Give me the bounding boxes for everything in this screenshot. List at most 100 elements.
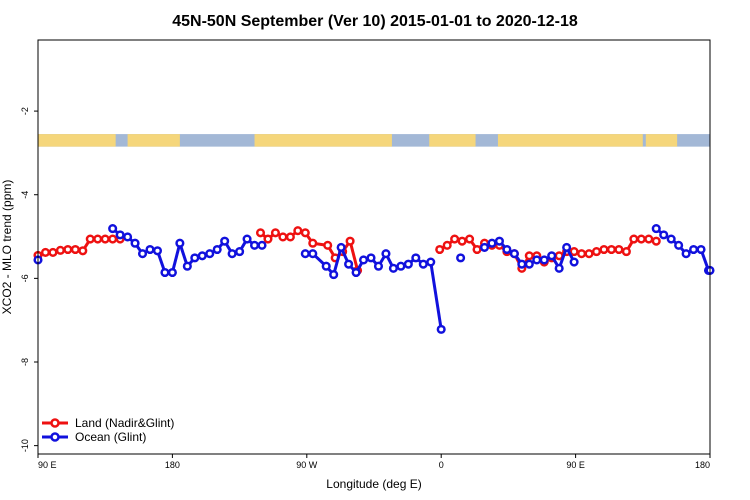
data-point: [205, 249, 215, 259]
data-point: [547, 251, 557, 261]
land-strip-segment: [497, 134, 643, 147]
data-point: [456, 253, 466, 263]
data-point: [263, 234, 273, 244]
land-strip-segment: [127, 134, 180, 147]
series-line-segment: [429, 261, 443, 330]
data-point: [591, 247, 602, 257]
data-point: [40, 247, 51, 257]
data-point: [190, 253, 200, 263]
data-point: [554, 263, 564, 273]
data-point: [539, 255, 549, 265]
data-point: [465, 234, 475, 244]
data-point: [300, 249, 310, 259]
data-point: [48, 247, 58, 257]
data-point: [442, 240, 452, 250]
data-point: [220, 236, 230, 246]
data-point: [93, 234, 103, 244]
data-point: [344, 259, 354, 269]
data-point: [644, 234, 654, 244]
data-point: [212, 244, 222, 255]
series-line-segment: [332, 247, 343, 275]
data-point: [614, 244, 624, 255]
data-point: [358, 255, 369, 265]
data-point: [569, 247, 579, 257]
data-point: [255, 228, 266, 238]
data-point: [308, 238, 318, 248]
data-point: [532, 255, 542, 265]
y-tick-label: -6: [20, 274, 30, 282]
data-point: [329, 270, 339, 280]
data-point: [70, 244, 80, 255]
data-point: [381, 249, 391, 259]
data-point: [278, 232, 288, 242]
plot-frame: [37, 39, 711, 455]
data-point: [235, 247, 245, 257]
data-point: [323, 240, 333, 250]
data-point: [115, 230, 125, 240]
data-point: [584, 249, 594, 259]
data-point: [636, 234, 646, 244]
data-point: [78, 246, 88, 256]
data-point: [674, 240, 684, 250]
data-point: [426, 257, 436, 267]
data-point: [411, 253, 421, 263]
data-point: [524, 259, 534, 269]
plot-area: [33, 134, 715, 334]
y-tick-label: -4: [20, 191, 30, 199]
data-point: [689, 244, 699, 255]
data-point: [418, 259, 428, 269]
data-point: [599, 244, 609, 255]
x-tick-label: 180: [695, 460, 710, 470]
x-tick-label: 90 E: [38, 460, 57, 470]
data-point: [270, 228, 280, 238]
data-point: [479, 242, 490, 252]
data-point: [336, 242, 346, 252]
data-point: [285, 232, 295, 242]
data-point: [562, 242, 572, 252]
data-point: [130, 238, 140, 248]
data-point: [197, 251, 207, 261]
y-tick-label: -8: [20, 358, 30, 366]
legend-label: Ocean (Glint): [75, 430, 146, 444]
data-point: [606, 244, 616, 255]
y-tick-label: -2: [20, 107, 30, 115]
data-point: [659, 230, 669, 240]
x-axis-label: Longitude (deg E): [326, 477, 421, 491]
data-point: [123, 232, 133, 242]
data-point: [160, 267, 170, 278]
data-point: [569, 257, 579, 267]
data-point: [300, 228, 310, 238]
data-point: [487, 238, 497, 248]
data-point: [227, 249, 237, 259]
legend-swatch-marker: [50, 432, 60, 442]
data-point: [373, 261, 384, 271]
data-point: [108, 234, 118, 244]
x-tick-label: 90 E: [566, 460, 585, 470]
data-point: [108, 224, 118, 234]
x-tick-label: 90 W: [296, 460, 318, 470]
data-point: [249, 240, 260, 250]
data-point: [577, 249, 587, 259]
series-line-segment: [170, 242, 182, 273]
data-point: [152, 246, 163, 256]
legend-label: Land (Nadir&Glint): [75, 416, 174, 430]
data-point: [502, 244, 512, 255]
data-point: [100, 234, 110, 244]
x-tick-label: 180: [165, 460, 180, 470]
data-point: [651, 224, 661, 234]
data-point: [396, 261, 406, 271]
land-strip-segment: [645, 134, 678, 147]
data-point: [137, 249, 148, 259]
data-point: [55, 245, 65, 255]
land-strip-segment: [38, 134, 116, 147]
data-point: [517, 259, 527, 269]
data-point: [293, 226, 303, 236]
data-point: [494, 236, 504, 246]
data-point: [450, 234, 460, 244]
data-point: [167, 267, 177, 278]
data-point: [366, 253, 376, 263]
data-point: [308, 249, 318, 259]
data-point: [651, 236, 661, 246]
data-point: [472, 244, 482, 255]
